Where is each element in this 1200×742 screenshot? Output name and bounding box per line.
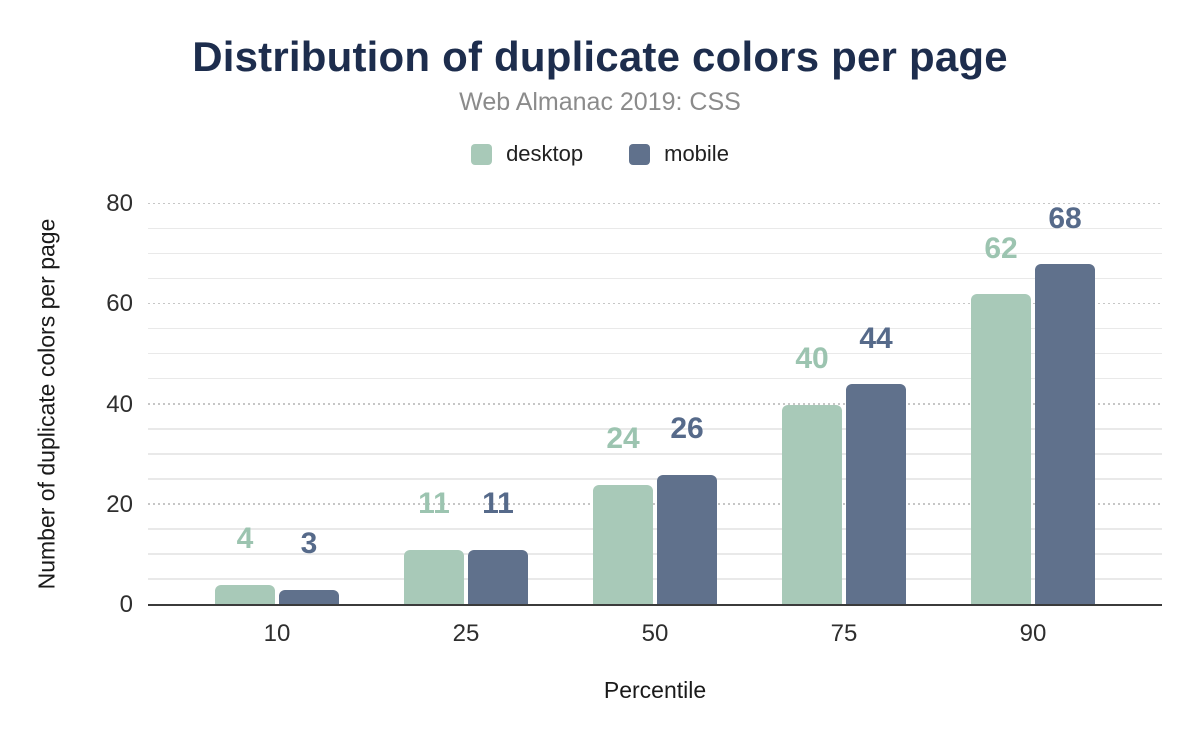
gridline-minor — [148, 352, 1162, 355]
x-tick-label: 90 — [1019, 620, 1047, 647]
y-tick-label: 20 — [106, 490, 133, 518]
gridline-minor — [148, 553, 1162, 555]
bar-value-mobile-p50: 26 — [670, 412, 704, 446]
gridline-minor — [148, 578, 1162, 580]
gridline-minor — [148, 428, 1162, 430]
gridline-major — [148, 302, 1162, 305]
y-tick-label: 0 — [119, 591, 133, 618]
gridline-minor — [148, 252, 1162, 255]
legend-label: desktop — [506, 141, 584, 166]
gridline-minor — [148, 528, 1162, 530]
bar-value-mobile-p90: 68 — [1048, 201, 1082, 235]
gridline-minor — [148, 377, 1162, 380]
x-tick-label: 50 — [641, 620, 669, 647]
bar-mobile-p25 — [468, 549, 528, 605]
chart-title: Distribution of duplicate colors per pag… — [192, 33, 1008, 80]
gridline-major — [148, 403, 1162, 405]
bar-value-desktop-p75: 40 — [795, 342, 829, 375]
legend: desktop mobile — [0, 141, 1200, 167]
bar-value-desktop-p25: 11 — [418, 487, 450, 521]
bar-desktop-p50 — [593, 484, 653, 605]
bar-desktop-p75 — [782, 404, 842, 605]
bar-value-desktop-p50: 24 — [606, 422, 640, 456]
plot-area: 4 3 11 11 24 26 40 44 62 68 — [148, 201, 1162, 606]
gridline-minor — [148, 453, 1162, 455]
gridline-minor — [148, 227, 1162, 230]
x-axis-title: Percentile — [603, 677, 707, 703]
x-tick-label: 75 — [830, 620, 858, 647]
bar-mobile-p75 — [846, 384, 906, 605]
bar-value-desktop-p90: 62 — [984, 231, 1018, 265]
legend-label: mobile — [664, 141, 729, 166]
legend-swatch-mobile — [629, 143, 651, 165]
y-axis-ticks: 0 20 40 60 80 — [0, 191, 133, 618]
bar-value-desktop-p10: 4 — [236, 522, 254, 556]
y-tick-label: 40 — [106, 390, 133, 418]
legend-swatch-desktop — [471, 143, 493, 165]
y-tick-label: 80 — [106, 190, 133, 217]
bar-mobile-p50 — [657, 474, 717, 605]
gridline-minor — [148, 327, 1162, 330]
bar-value-mobile-p10: 3 — [300, 527, 318, 561]
bar-desktop-p10 — [215, 584, 275, 605]
y-tick-label: 60 — [106, 290, 133, 318]
bar-mobile-p10 — [279, 589, 339, 605]
x-axis-line — [148, 603, 1162, 606]
gridline-major — [148, 202, 1162, 204]
bar-desktop-p25 — [404, 549, 464, 605]
x-tick-label: 25 — [452, 620, 480, 647]
bar-value-mobile-p25: 11 — [482, 487, 514, 521]
gridline-major — [148, 503, 1162, 505]
legend-item-mobile: mobile — [629, 141, 729, 167]
chart-subtitle: Web Almanac 2019: CSS — [459, 88, 741, 116]
bar-desktop-p90 — [971, 294, 1031, 605]
bar-mobile-p90 — [1035, 264, 1095, 605]
bar-value-mobile-p75: 44 — [859, 321, 893, 355]
gridline-minor — [148, 277, 1162, 280]
legend-item-desktop: desktop — [471, 141, 583, 167]
gridline-minor — [148, 478, 1162, 480]
x-tick-label: 10 — [263, 620, 291, 647]
